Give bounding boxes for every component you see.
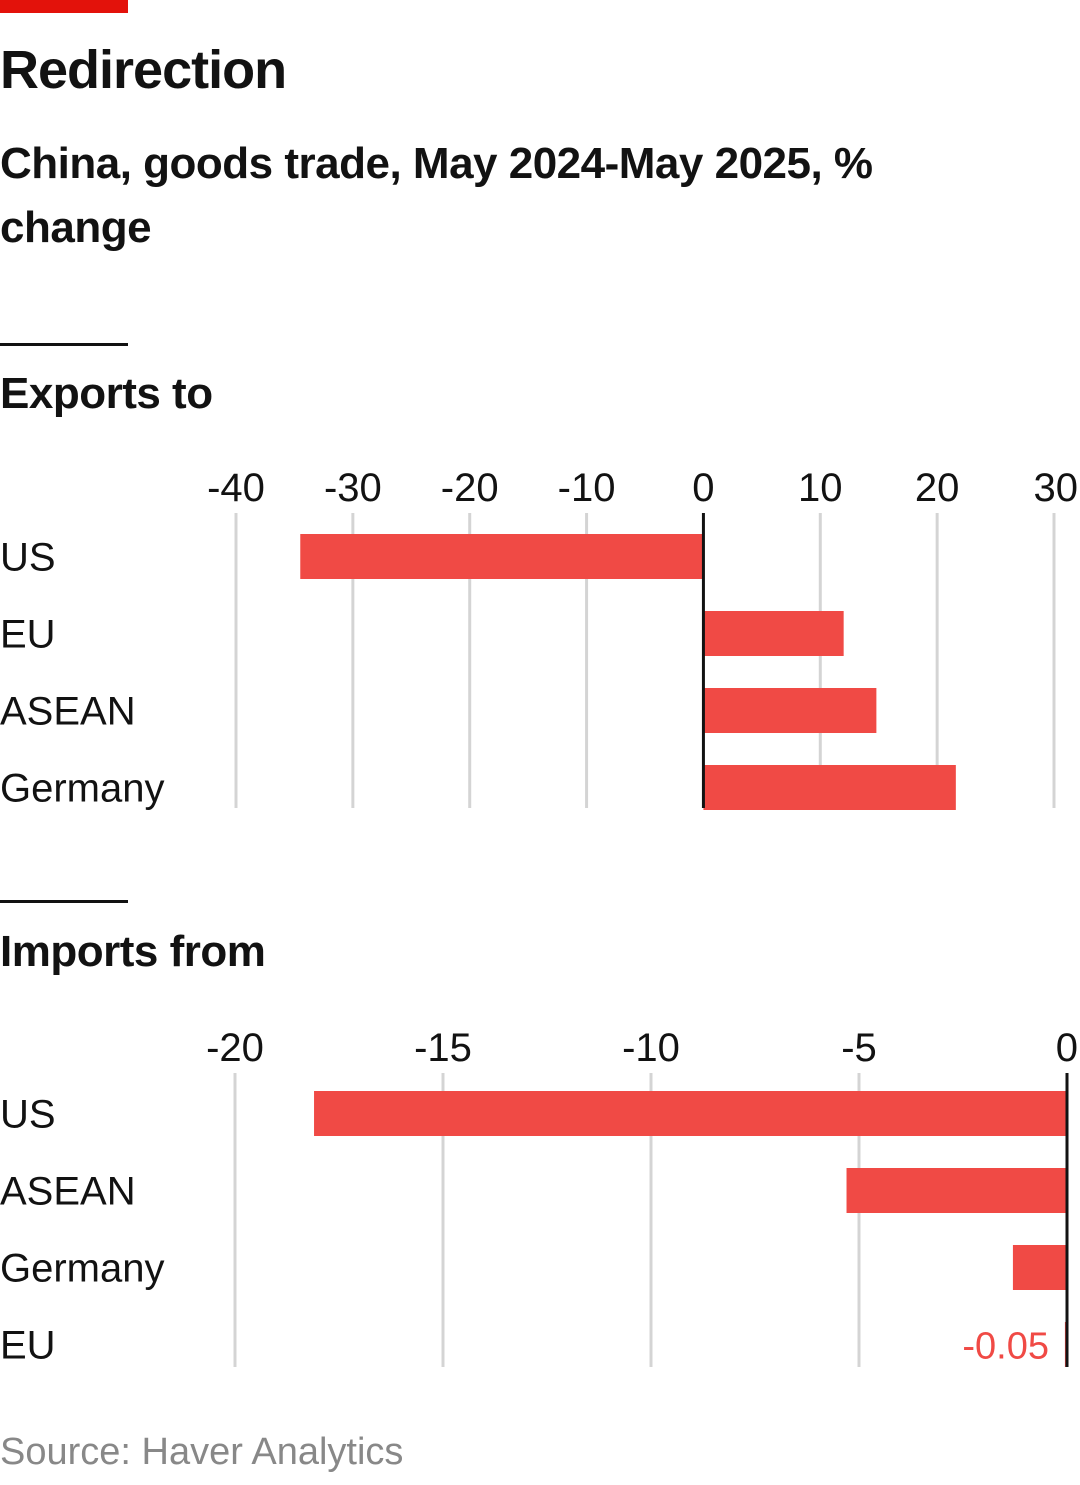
tick-label: 20	[915, 466, 960, 510]
bar-eu	[703, 611, 844, 656]
tick-label: 0	[692, 466, 714, 510]
bar-germany	[1012, 1245, 1067, 1290]
exports-bar-chart: -40 -30 -20 -10 0 10 20 30 US EU ASEAN Germany	[0, 466, 1079, 811]
bar-asean	[846, 1168, 1067, 1213]
tick-label: -30	[324, 466, 382, 510]
tick-label: -15	[414, 1026, 472, 1070]
category-label: EU	[0, 613, 56, 657]
tick-label: -10	[622, 1026, 680, 1070]
chart-title: Redirection	[0, 40, 287, 100]
bar-us	[300, 534, 704, 579]
tick-label: -10	[558, 466, 616, 510]
category-label: EU	[0, 1324, 56, 1368]
exports-section-title: Exports to	[0, 369, 213, 418]
imports-bar-chart: -20 -15 -10 -5 0 US ASEAN Germany EU -0.05	[0, 1026, 1078, 1368]
accent-bar	[0, 0, 128, 13]
category-label: ASEAN	[0, 1170, 136, 1214]
tick-label: -40	[207, 466, 265, 510]
category-label: US	[0, 536, 56, 580]
tick-label: 10	[798, 466, 843, 510]
bar-germany	[703, 765, 956, 810]
section-rule-exports	[0, 343, 128, 346]
tick-label: -5	[841, 1026, 877, 1070]
category-label: Germany	[0, 767, 165, 811]
tick-label: -20	[206, 1026, 264, 1070]
tick-label: 0	[1056, 1026, 1078, 1070]
category-label: Germany	[0, 1247, 165, 1291]
category-label: ASEAN	[0, 690, 136, 734]
bar-asean	[703, 688, 877, 733]
imports-section-title: Imports from	[0, 927, 266, 976]
chart-subtitle: China, goods trade, May 2024-May 2025, %…	[0, 139, 873, 252]
tick-label: 30	[1034, 466, 1079, 510]
category-label: US	[0, 1093, 56, 1137]
value-label: -0.05	[962, 1326, 1049, 1368]
bar-us	[314, 1091, 1067, 1136]
section-rule-imports	[0, 900, 128, 903]
tick-label: -20	[441, 466, 499, 510]
source-note: Source: Haver Analytics	[0, 1431, 404, 1473]
